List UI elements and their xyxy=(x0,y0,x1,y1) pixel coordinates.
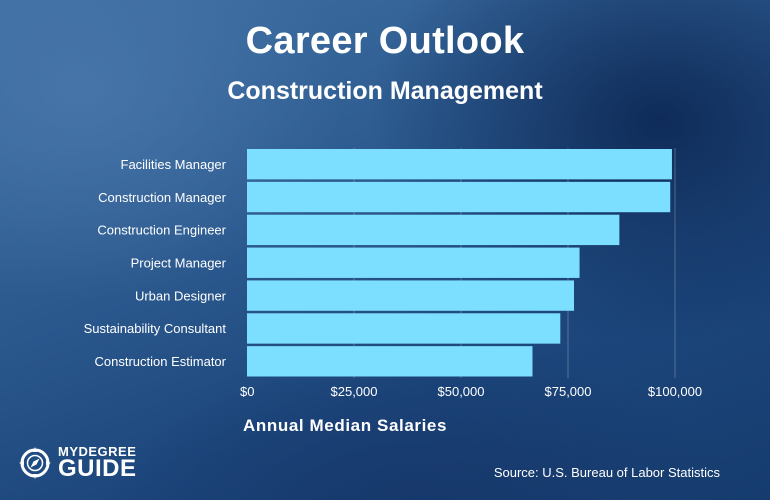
logo-bottom-text: GUIDE xyxy=(58,455,137,482)
category-label: Construction Engineer xyxy=(97,223,226,238)
category-label: Sustainability Consultant xyxy=(84,321,227,336)
category-labels: Facilities Manager Construction Manager Co… xyxy=(84,157,227,369)
category-label: Urban Designer xyxy=(135,288,227,303)
category-label: Construction Manager xyxy=(98,190,227,205)
x-tick-label: $0 xyxy=(240,384,254,399)
logo-top-text: MYDEGREE xyxy=(58,444,137,459)
bars xyxy=(247,149,672,377)
logo: MYDEGREE GUIDE xyxy=(18,443,137,483)
source-note: Source: U.S. Bureau of Labor Statistics xyxy=(493,465,720,480)
bar xyxy=(247,247,580,278)
chart-subtitle: Construction Management xyxy=(227,77,543,105)
bar xyxy=(247,181,671,213)
chart-title: Career Outlook xyxy=(245,20,525,62)
x-tick-label: $25,000 xyxy=(331,384,378,399)
compass-icon xyxy=(19,447,51,479)
category-label: Construction Estimator xyxy=(95,354,227,369)
category-label: Project Manager xyxy=(131,256,227,271)
category-label: Facilities Manager xyxy=(121,157,227,172)
x-tick-label: $100,000 xyxy=(648,384,702,399)
bar xyxy=(247,313,561,344)
bar xyxy=(247,280,574,311)
bar xyxy=(247,214,620,246)
bar xyxy=(247,149,672,180)
bar xyxy=(247,346,533,377)
x-tick-labels: $0 $25,000 $50,000 $75,000 $100,000 xyxy=(240,384,702,399)
x-tick-label: $75,000 xyxy=(545,384,592,399)
x-tick-label: $50,000 xyxy=(438,384,485,399)
x-axis-label: Annual Median Salaries xyxy=(243,416,448,435)
